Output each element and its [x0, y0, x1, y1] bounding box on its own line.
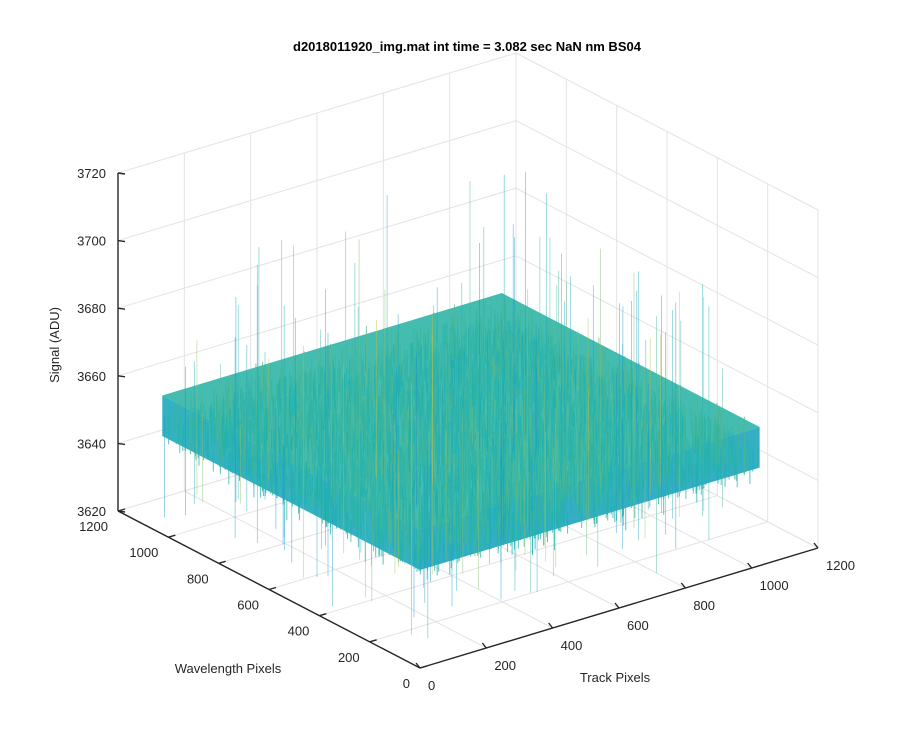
- floor-grid-line: [369, 521, 768, 643]
- side-wall-grid-line: [515, 120, 819, 279]
- back-wall-grid-line: [117, 120, 517, 242]
- back-wall-grid-line: [117, 52, 517, 174]
- side-wall-grid-line: [515, 187, 819, 346]
- back-wall-grid-line: [117, 255, 517, 377]
- back-wall-grid-line: [117, 187, 517, 309]
- surface-mesh: [162, 171, 760, 638]
- side-wall-grid-line: [515, 52, 819, 211]
- floor-grid-line: [319, 495, 718, 617]
